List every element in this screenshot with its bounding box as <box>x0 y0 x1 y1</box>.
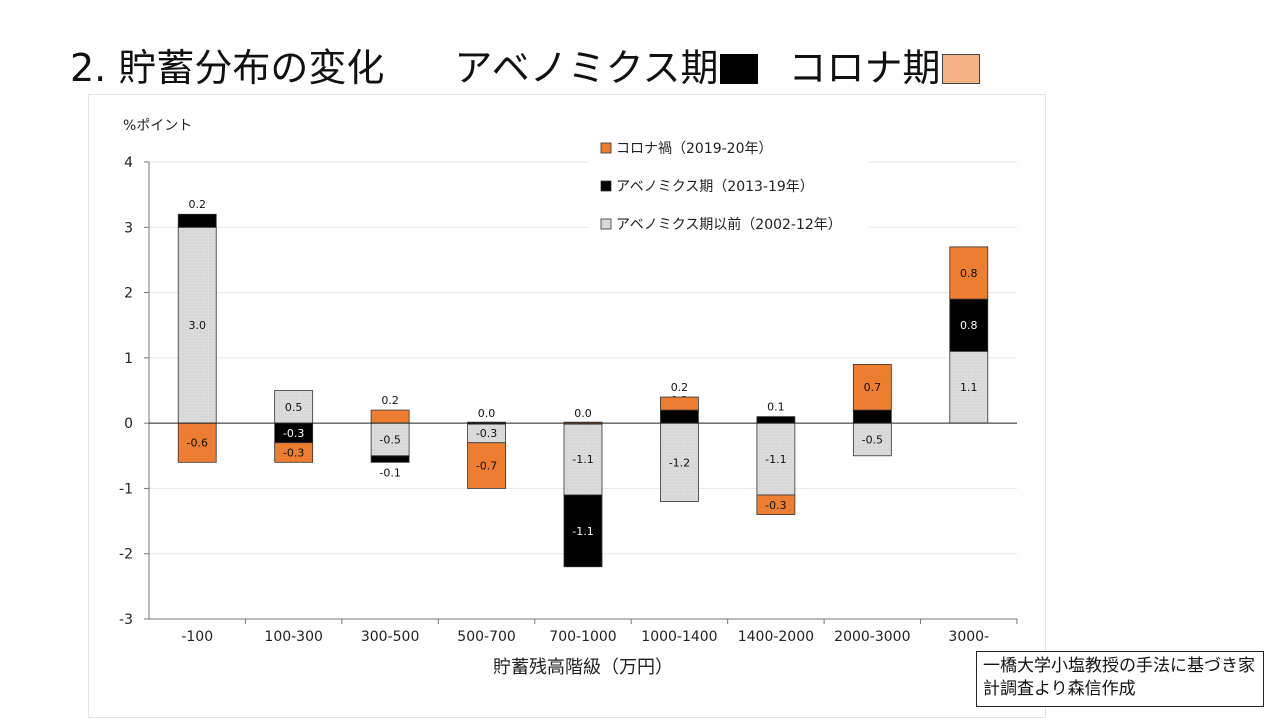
y-tick-label: 0 <box>124 416 133 432</box>
bar-segment <box>177 422 217 463</box>
bar-data-label: -0.1 <box>379 466 400 479</box>
bar-data-label: 0.8 <box>960 267 978 280</box>
y-tick-label: -1 <box>119 481 133 497</box>
x-tick-label: 700-1000 <box>549 629 616 645</box>
bar-segment <box>756 494 796 515</box>
bar-data-label: 3.0 <box>188 319 206 332</box>
bar-data-label: -0.3 <box>765 499 786 512</box>
bar-segment <box>949 246 989 300</box>
bar-data-label: 0.2 <box>381 394 399 407</box>
x-tick-label: 100-300 <box>264 629 323 645</box>
bar-segment <box>563 494 603 568</box>
slide-title: 2. 貯蓄分布の変化 アベノミクス期 コロナ期 <box>70 44 984 92</box>
bar-data-label: -0.3 <box>476 427 497 440</box>
bar-segment <box>949 350 989 424</box>
bar-segment <box>274 390 314 424</box>
bar-data-label: -0.5 <box>379 433 400 446</box>
bar-segment <box>370 455 410 463</box>
x-axis-title: 貯蓄残高階級（万円） <box>493 657 673 678</box>
bar-data-label: -0.3 <box>283 427 304 440</box>
legend-box <box>589 132 869 250</box>
y-tick-label: 2 <box>124 286 133 302</box>
bar-data-label: 0.0 <box>574 407 592 420</box>
bar-segment <box>370 422 410 457</box>
bar-segment <box>852 409 892 424</box>
bar-data-label: 0.8 <box>960 319 978 332</box>
unit-label: %ポイント <box>123 118 192 134</box>
bar-data-label: 0.7 <box>864 381 882 394</box>
title-corona-swatch <box>942 54 981 84</box>
y-tick-label: -2 <box>119 547 133 563</box>
title-main: 2. 貯蓄分布の変化 <box>70 46 385 90</box>
bar-segment <box>949 298 989 352</box>
bar-data-label: -1.1 <box>765 453 786 466</box>
x-tick-label: 3000- <box>948 629 989 645</box>
bar-data-label: -0.7 <box>476 460 497 473</box>
x-tick-label: 500-700 <box>457 629 516 645</box>
x-tick-label: 300-500 <box>361 629 420 645</box>
bar-segment <box>852 363 892 411</box>
source-note: 一橋大学小塩教授の手法に基づき家計調査より森信作成 <box>976 651 1264 707</box>
bar-segment <box>467 442 506 489</box>
bar-segment <box>177 213 217 228</box>
bar-segment <box>660 409 699 424</box>
bar-data-label: 0.2 <box>671 381 689 394</box>
bar-data-label: 0.1 <box>767 401 785 414</box>
bar-data-label: -1.2 <box>669 456 690 469</box>
legend-swatch <box>600 180 612 192</box>
bar-segment <box>756 422 796 496</box>
legend-label: コロナ禍（2019-20年） <box>616 141 773 157</box>
chart-frame: -3 -2 -1 0 1 2 3 4 3.0 0.2 -0.6 -100 0.5 -0.3 -0.3 100-… <box>88 94 1046 718</box>
bar-segment <box>274 442 314 463</box>
bar-data-label: -0.5 <box>862 433 883 446</box>
title-legend-corona-label: コロナ期 <box>788 46 941 90</box>
bar-segment <box>660 422 699 502</box>
x-tick-label: -100 <box>181 629 213 645</box>
bar-segment <box>177 226 217 424</box>
bar-data-label: 1.1 <box>960 381 978 394</box>
stacked-bar-chart: -3 -2 -1 0 1 2 3 4 3.0 0.2 -0.6 -100 0.5 -0.3 -0.3 100-… <box>119 118 1018 678</box>
bar-segment <box>370 409 410 424</box>
bar-data-label: -1.1 <box>572 525 593 538</box>
x-tick-label: 1400-2000 <box>738 629 814 645</box>
bar-data-label: -1.1 <box>572 453 593 466</box>
bar-data-label: 0.0 <box>478 407 496 420</box>
y-tick-label: 1 <box>124 351 133 367</box>
legend-label: アベノミクス期（2013-19年） <box>616 179 814 195</box>
title-abe-swatch <box>720 54 759 84</box>
legend-swatch <box>600 142 612 154</box>
bar-data-label: -0.6 <box>186 437 207 450</box>
y-tick-label: 4 <box>124 155 133 171</box>
title-legend-abe-label: アベノミクス期 <box>454 46 719 90</box>
bar-segment <box>852 422 892 457</box>
bar-data-label: -0.3 <box>283 447 304 460</box>
bar-data-label: 0.5 <box>285 401 303 414</box>
legend-label: アベノミクス期以前（2002-12年） <box>616 216 842 233</box>
x-tick-label: 2000-3000 <box>834 629 910 645</box>
bar-segment <box>660 396 699 411</box>
bar-data-label: 0.2 <box>188 198 206 211</box>
bar-segment <box>563 422 603 496</box>
bar-segment <box>756 416 796 424</box>
y-tick-label: 3 <box>124 220 133 236</box>
y-tick-label: -3 <box>119 612 133 628</box>
legend-swatch <box>600 218 612 230</box>
x-tick-label: 1000-1400 <box>641 629 717 645</box>
